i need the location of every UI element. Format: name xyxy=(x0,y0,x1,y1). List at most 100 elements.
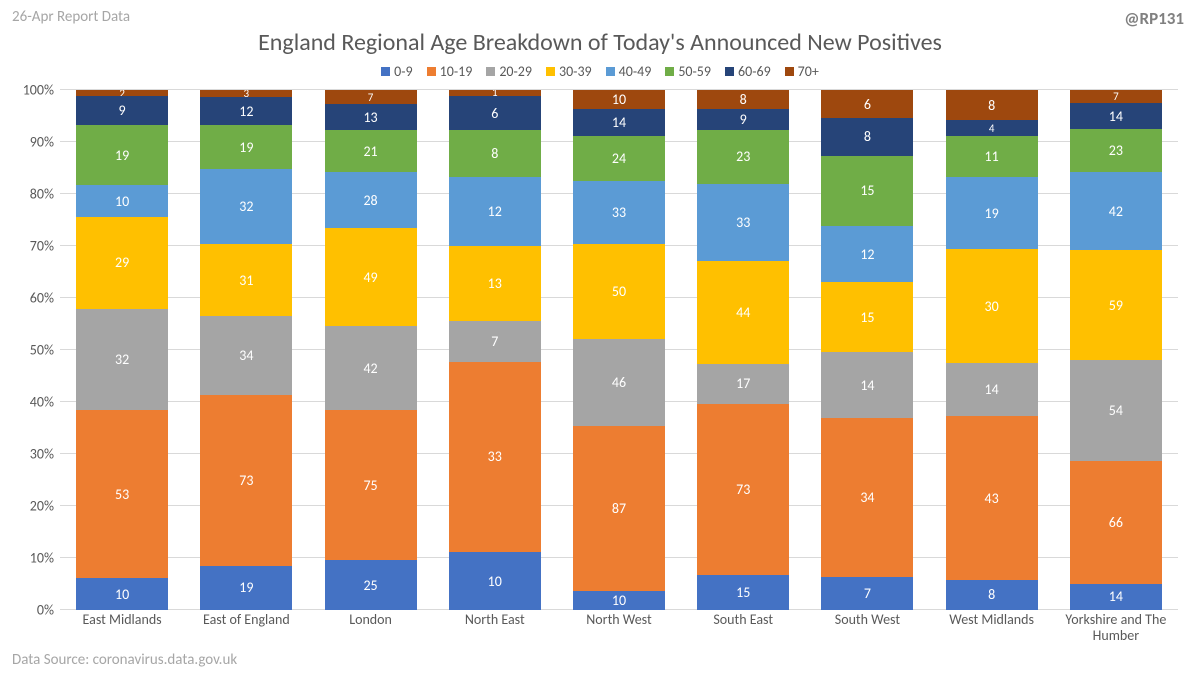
legend-item: 50-59 xyxy=(665,63,711,80)
bar-segment: 21 xyxy=(325,130,417,172)
bar-segment-value: 8 xyxy=(740,91,747,108)
legend-label: 60-69 xyxy=(738,63,771,80)
bar-segment: 33 xyxy=(573,181,665,244)
bar-segment: 14 xyxy=(573,109,665,136)
bar-segment-value: 12 xyxy=(860,246,874,263)
bar-segment: 73 xyxy=(697,404,789,575)
bar-segment-value: 11 xyxy=(985,148,999,165)
bar-segment: 10 xyxy=(573,591,665,610)
bar-segment-value: 50 xyxy=(612,283,626,300)
legend-label: 30-39 xyxy=(559,63,592,80)
bar-segment-value: 10 xyxy=(612,592,626,609)
bar-segment-value: 10 xyxy=(612,91,626,108)
bar-segment: 53 xyxy=(76,410,168,578)
bar-segment-value: 33 xyxy=(612,204,626,221)
x-axis-label: South West xyxy=(805,612,929,644)
bar-segment-value: 13 xyxy=(363,109,377,126)
bar-segment: 66 xyxy=(1070,461,1162,584)
bar-segment-value: 43 xyxy=(985,490,999,507)
legend-swatch xyxy=(785,67,794,76)
legend-item: 40-49 xyxy=(606,63,652,80)
bar-segment-value: 33 xyxy=(488,448,502,465)
bar-segment-value: 29 xyxy=(115,254,129,271)
bar-segment-value: 7 xyxy=(368,92,374,103)
bar-segment-value: 7 xyxy=(864,585,871,602)
bar-segment: 33 xyxy=(697,184,789,261)
y-axis-label: 90% xyxy=(30,134,60,151)
bar-segment-value: 24 xyxy=(612,150,626,167)
bar-segment: 6 xyxy=(821,90,913,118)
bar-segment-value: 42 xyxy=(363,360,377,377)
bar-slot: 8431430191148 xyxy=(930,90,1054,610)
bar-segment: 50 xyxy=(573,244,665,339)
bar-segment: 25 xyxy=(325,560,417,610)
chart-container: 26-Apr Report Data @RP131 England Region… xyxy=(0,0,1200,675)
legend-swatch xyxy=(486,67,495,76)
x-axis-label: East of England xyxy=(184,612,308,644)
bar-segment-value: 34 xyxy=(860,489,874,506)
y-axis-label: 40% xyxy=(30,394,60,411)
legend-label: 10-19 xyxy=(440,63,473,80)
bar-segment: 23 xyxy=(697,130,789,184)
bar-segment-value: 73 xyxy=(736,481,750,498)
bars-group: 1053322910199219733431321912325754249282… xyxy=(60,90,1178,610)
bar-segment-value: 13 xyxy=(488,275,502,292)
stacked-bar: 103371312861 xyxy=(449,90,541,610)
bar-segment-value: 33 xyxy=(736,214,750,231)
y-axis-label: 50% xyxy=(30,342,60,359)
bar-segment-value: 46 xyxy=(612,374,626,391)
x-axis-label: East Midlands xyxy=(60,612,184,644)
stacked-bar: 146654594223147 xyxy=(1070,90,1162,610)
bar-segment: 15 xyxy=(821,282,913,352)
bar-slot: 15731744332398 xyxy=(681,90,805,610)
bar-segment: 32 xyxy=(200,169,292,244)
bar-segment-value: 49 xyxy=(363,269,377,286)
stacked-bar: 10533229101992 xyxy=(76,90,168,610)
bar-segment: 9 xyxy=(697,109,789,130)
legend-swatch xyxy=(381,67,390,76)
bar-segment: 87 xyxy=(573,426,665,591)
bar-slot: 10533229101992 xyxy=(60,90,184,610)
bar-segment: 42 xyxy=(1070,172,1162,250)
stacked-bar: 7 34 14 15 12 15 8 6 xyxy=(821,90,913,610)
legend-label: 70+ xyxy=(798,63,819,80)
legend-label: 0-9 xyxy=(394,63,412,80)
bar-segment-value: 19 xyxy=(239,579,253,596)
x-axis-label: North West xyxy=(557,612,681,644)
chart-title: England Regional Age Breakdown of Today'… xyxy=(12,28,1188,57)
x-axis-labels: East MidlandsEast of EnglandLondonNorth … xyxy=(60,612,1178,644)
bar-segment: 59 xyxy=(1070,250,1162,360)
bar-slot: 257542492821137 xyxy=(308,90,432,610)
bar-segment: 15 xyxy=(821,156,913,226)
bar-segment: 34 xyxy=(200,316,292,395)
bar-segment: 29 xyxy=(76,217,168,309)
bar-segment: 6 xyxy=(449,96,541,131)
bar-segment: 10 xyxy=(76,578,168,610)
y-axis-label: 0% xyxy=(37,602,60,619)
bar-segment-value: 8 xyxy=(864,128,871,145)
bar-segment-value: 75 xyxy=(363,477,377,494)
bar-segment-value: 8 xyxy=(988,97,995,114)
bar-segment-value: 12 xyxy=(488,203,502,220)
legend-item: 60-69 xyxy=(725,63,771,80)
bar-segment-value: 12 xyxy=(239,103,253,120)
bar-segment: 8 xyxy=(821,118,913,155)
bar-segment-value: 3 xyxy=(244,90,250,97)
bar-segment: 8 xyxy=(946,90,1038,120)
y-axis-label: 20% xyxy=(30,498,60,515)
legend-item: 0-9 xyxy=(381,63,412,80)
legend-swatch xyxy=(665,67,674,76)
bar-segment-value: 14 xyxy=(860,377,874,394)
legend-label: 40-49 xyxy=(619,63,652,80)
bar-segment-value: 14 xyxy=(1109,588,1123,605)
y-axis-label: 70% xyxy=(30,238,60,255)
bar-segment: 19 xyxy=(946,177,1038,249)
bar-segment: 44 xyxy=(697,261,789,364)
bar-segment: 9 xyxy=(76,96,168,125)
bar-segment-value: 6 xyxy=(491,105,498,122)
bar-segment-value: 14 xyxy=(985,381,999,398)
legend-item: 10-19 xyxy=(427,63,473,80)
bar-segment: 12 xyxy=(449,177,541,246)
bar-segment: 14 xyxy=(946,363,1038,416)
bar-segment-value: 59 xyxy=(1109,297,1123,314)
